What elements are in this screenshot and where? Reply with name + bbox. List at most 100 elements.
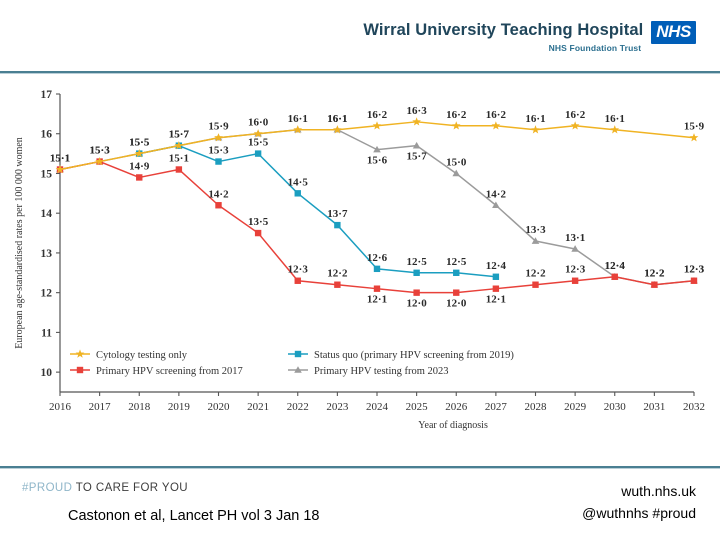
data-point-marker <box>95 156 104 166</box>
data-point-marker <box>334 281 341 288</box>
data-point-marker <box>413 289 420 296</box>
data-point-marker <box>373 145 381 153</box>
data-point-marker <box>690 277 698 284</box>
data-point-marker <box>134 149 144 158</box>
y-tick-label: 13 <box>41 248 53 260</box>
data-label: 12·2 <box>525 268 546 280</box>
website-url: wuth.nhs.uk <box>621 483 696 499</box>
x-tick-label: 2025 <box>406 401 429 413</box>
data-point-marker <box>175 166 183 173</box>
data-label: 15·6 <box>367 155 388 167</box>
y-tick-label: 10 <box>41 367 53 379</box>
data-point-marker <box>611 273 618 280</box>
y-tick-label: 17 <box>41 89 53 101</box>
data-label: 15·5 <box>248 137 269 149</box>
data-point-marker <box>531 125 540 134</box>
data-label: 13·5 <box>248 216 269 228</box>
x-tick-label: 2017 <box>89 401 112 413</box>
data-point-marker <box>334 221 341 229</box>
data-label: 12·4 <box>486 260 507 272</box>
x-tick-label: 2019 <box>168 401 191 413</box>
data-label: 15·9 <box>208 121 229 133</box>
data-label: 15·5 <box>129 137 150 149</box>
data-point-marker <box>293 125 303 134</box>
data-point-marker <box>136 174 143 181</box>
x-tick-label: 2016 <box>49 401 72 413</box>
series-line <box>139 144 496 278</box>
data-label: 13·3 <box>525 224 546 236</box>
data-label: 16·0 <box>248 117 269 129</box>
data-point-marker <box>254 150 262 157</box>
data-label: 12·6 <box>367 252 388 264</box>
series-line <box>59 160 695 294</box>
org-subtitle: NHS Foundation Trust <box>548 42 642 53</box>
series-line <box>59 121 695 171</box>
data-point-marker <box>492 273 500 280</box>
data-point-marker <box>491 121 501 130</box>
legend-label: Primary HPV testing from 2023 <box>314 366 449 377</box>
data-point-marker <box>373 285 381 292</box>
data-point-marker <box>570 121 580 130</box>
data-label: 16·2 <box>486 109 507 121</box>
data-label: 15·7 <box>169 129 190 141</box>
legend-item[interactable]: Primary HPV screening from 2017 <box>70 366 243 377</box>
data-label: 15·5 <box>129 137 150 149</box>
data-label: 14·2 <box>486 188 507 200</box>
data-label: 16·1 <box>327 113 347 125</box>
data-label: 12·5 <box>407 256 428 268</box>
data-label: 16·3 <box>407 105 428 117</box>
data-label: 12·3 <box>565 264 586 276</box>
data-point-marker <box>294 277 301 284</box>
footer-divider-light <box>0 468 720 469</box>
data-label: 15·0 <box>446 156 467 168</box>
data-label: 15·3 <box>90 145 111 157</box>
data-point-marker <box>75 349 85 358</box>
data-label: 15·7 <box>169 129 190 141</box>
citation-text: Castonon et al, Lancet PH vol 3 Jan 18 <box>68 508 320 524</box>
data-point-marker <box>55 164 65 174</box>
legend-item[interactable]: Primary HPV testing from 2023 <box>288 366 449 377</box>
data-point-marker <box>453 269 460 276</box>
data-point-marker <box>452 169 461 177</box>
data-point-marker <box>333 125 342 134</box>
data-point-marker <box>215 202 222 209</box>
social-handle: @wuthnhs #proud <box>582 505 696 521</box>
footer-divider <box>0 466 720 468</box>
x-tick-label: 2026 <box>445 401 468 413</box>
data-label: 12·2 <box>644 268 665 280</box>
x-tick-label: 2028 <box>525 401 548 413</box>
data-point-marker <box>532 281 539 288</box>
data-label: 12·3 <box>684 264 705 276</box>
data-point-marker <box>174 141 184 150</box>
data-point-marker <box>294 350 302 358</box>
legend-item[interactable]: Cytology testing only <box>70 349 188 361</box>
data-label: 16·2 <box>565 109 586 121</box>
header-divider <box>0 71 720 73</box>
legend-item[interactable]: Status quo (primary HPV screening from 2… <box>288 350 514 361</box>
data-label: 15·1 <box>50 152 70 164</box>
data-label: 12·1 <box>486 294 506 306</box>
data-label: 15·7 <box>407 151 428 163</box>
x-tick-label: 2023 <box>326 401 349 413</box>
data-label: 15·1 <box>50 152 70 164</box>
data-point-marker <box>492 201 500 209</box>
chart-legend: Cytology testing only Status quo (primary… <box>70 349 514 377</box>
x-tick-label: 2027 <box>485 401 508 413</box>
data-point-marker <box>412 141 421 149</box>
series-cytology-testing-only: 16·1 16·2 16·3 16·2 16·2 16·1 16·2 16·1 15·9 <box>55 105 705 174</box>
data-label: 12·3 <box>288 264 309 276</box>
legend-label: Status quo (primary HPV screening from 2… <box>314 350 514 361</box>
nhs-logo-icon: NHS <box>651 21 696 44</box>
data-label: 16·1 <box>605 113 625 125</box>
data-label: 16·2 <box>367 109 388 121</box>
y-tick-label: 14 <box>41 208 53 220</box>
series-primary-hpv-screening-from-2017: 15·1 15·3 14·9 15·1 14·2 13·5 12·3 12·2 12·1 12·0… <box>50 145 705 310</box>
data-point-marker <box>294 190 301 197</box>
x-tick-label: 2024 <box>366 401 389 413</box>
data-label: 16·1 <box>327 113 347 125</box>
data-point-marker <box>294 366 302 373</box>
data-label: 14·9 <box>129 160 150 172</box>
data-label: 15·3 <box>90 145 111 157</box>
incidence-line-chart: 10 11 12 13 14 15 16 17 European age-standardise… <box>14 89 705 431</box>
x-tick-label: 2020 <box>208 401 231 413</box>
